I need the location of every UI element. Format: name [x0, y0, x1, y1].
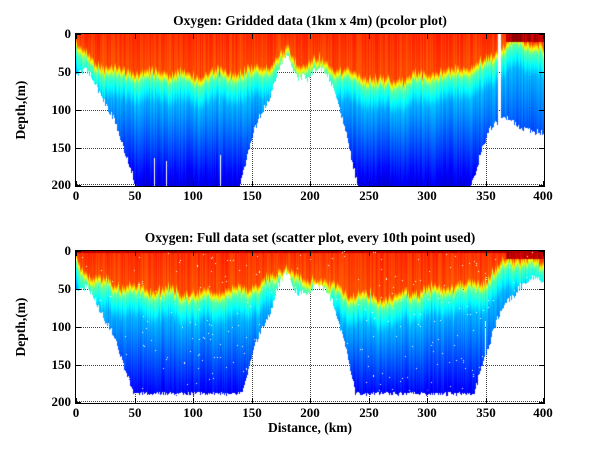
y-tick-left: [76, 72, 81, 73]
y-tick-left: [76, 185, 81, 186]
x-tick-top: [310, 34, 311, 39]
x-tick-top: [135, 251, 136, 256]
x-tick-top: [135, 34, 136, 39]
x-tick-label: 350: [476, 405, 496, 420]
x-tick-bottom: [76, 398, 77, 403]
y-tick-right: [539, 72, 544, 73]
x-tick-label: 250: [359, 188, 379, 203]
x-tick-label: 0: [72, 405, 80, 420]
x-tick-label: 300: [417, 188, 437, 203]
x-tick-label: 350: [476, 188, 496, 203]
x-tick-bottom: [427, 181, 428, 186]
y-tick-left: [76, 327, 81, 328]
x-tick-top: [543, 251, 544, 256]
y-tick-label: 100: [51, 319, 72, 334]
y-tick-right: [539, 402, 544, 403]
x-tick-bottom: [486, 398, 487, 403]
y-tick-right: [539, 148, 544, 149]
x-tick-label: 200: [300, 405, 320, 420]
x-tick-top: [486, 34, 487, 39]
x-tick-label: 400: [533, 188, 553, 203]
x-tick-label: 150: [242, 188, 262, 203]
x-tick-label: 150: [242, 405, 262, 420]
y-tick-left: [76, 402, 81, 403]
y-tick-right: [539, 251, 544, 252]
x-tick-label: 50: [128, 405, 142, 420]
x-tick-top: [193, 251, 194, 256]
x-tick-top: [543, 34, 544, 39]
top-plot-title: Oxygen: Gridded data (1km x 4m) (pcolor …: [173, 13, 447, 28]
y-tick-right: [539, 34, 544, 35]
x-tick-top: [76, 251, 77, 256]
x-tick-top: [427, 251, 428, 256]
y-tick-label: 150: [51, 357, 72, 372]
x-tick-top: [369, 34, 370, 39]
x-tick-bottom: [193, 398, 194, 403]
x-tick-label: 250: [359, 405, 379, 420]
x-tick-bottom: [76, 181, 77, 186]
y-tick-left: [76, 251, 81, 252]
bottom-plot-ylabel: Depth,(m): [13, 297, 28, 357]
x-tick-bottom: [310, 181, 311, 186]
oxygen-pcolor-canvas: [76, 34, 544, 186]
x-tick-label: 400: [533, 405, 553, 420]
x-tick-top: [310, 251, 311, 256]
y-tick-right: [539, 327, 544, 328]
x-tick-bottom: [310, 398, 311, 403]
x-tick-top: [369, 251, 370, 256]
y-tick-right: [539, 365, 544, 366]
x-tick-bottom: [135, 181, 136, 186]
bottom-plot-axes: 0 50 100 150 200 250 300 350 400 0 50 100 150 200: [52, 244, 553, 420]
x-tick-label: 0: [72, 188, 80, 203]
y-tick-label: 100: [51, 102, 72, 117]
x-tick-label: 200: [300, 188, 320, 203]
x-tick-bottom: [252, 398, 253, 403]
x-tick-label: 300: [417, 405, 437, 420]
x-tick-top: [193, 34, 194, 39]
bottom-plot-title: Oxygen: Full data set (scatter plot, eve…: [144, 230, 476, 245]
y-tick-left: [76, 365, 81, 366]
y-tick-left: [76, 148, 81, 149]
x-tick-top: [252, 251, 253, 256]
oxygen-scatter-canvas: [76, 251, 544, 403]
x-tick-bottom: [543, 398, 544, 403]
y-tick-label: 0: [64, 26, 72, 41]
y-tick-label: 50: [58, 64, 71, 79]
x-tick-top: [252, 34, 253, 39]
x-tick-top: [486, 251, 487, 256]
top-plot-ylabel: Depth,(m): [13, 80, 28, 140]
x-tick-bottom: [193, 181, 194, 186]
x-tick-bottom: [135, 398, 136, 403]
x-tick-bottom: [369, 181, 370, 186]
y-tick-label: 200: [51, 177, 72, 192]
x-tick-bottom: [252, 181, 253, 186]
top-plot-axes: 0 50 100 150 200 250 300 350 400 0 50 100 150 200: [52, 27, 553, 203]
x-axis-label: Distance, (km): [268, 420, 352, 435]
x-tick-bottom: [486, 181, 487, 186]
y-tick-right: [539, 185, 544, 186]
y-tick-label: 0: [64, 243, 72, 258]
x-tick-bottom: [369, 398, 370, 403]
x-tick-bottom: [543, 181, 544, 186]
x-tick-label: 100: [183, 188, 203, 203]
y-tick-label: 150: [51, 140, 72, 155]
x-tick-label: 100: [183, 405, 203, 420]
x-tick-label: 50: [128, 188, 142, 203]
x-tick-top: [76, 34, 77, 39]
y-tick-label: 50: [58, 281, 71, 296]
y-tick-right: [539, 110, 544, 111]
y-tick-left: [76, 110, 81, 111]
y-tick-right: [539, 289, 544, 290]
x-tick-bottom: [427, 398, 428, 403]
y-tick-left: [76, 289, 81, 290]
y-tick-label: 200: [51, 394, 72, 409]
y-tick-left: [76, 34, 81, 35]
x-tick-top: [427, 34, 428, 39]
